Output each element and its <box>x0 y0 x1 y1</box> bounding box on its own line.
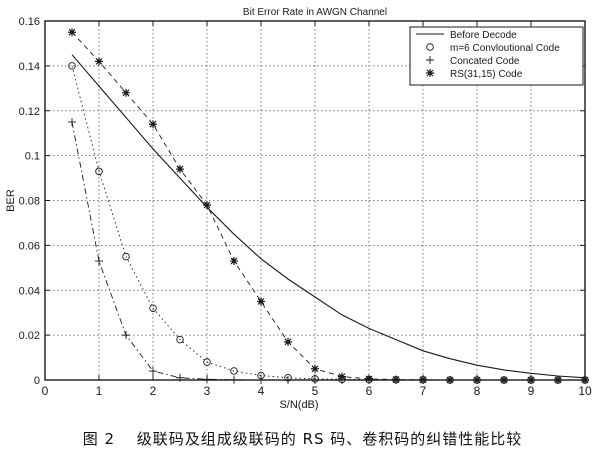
data-point-rs-31-15-code-core <box>421 377 425 382</box>
data-point-concated-code <box>257 376 265 384</box>
data-point-rs-31-15-code-core <box>205 203 209 207</box>
data-point-rs-31-15-code-core <box>124 91 128 95</box>
data-point-concated-code <box>95 257 103 266</box>
data-point-concated-code <box>203 375 211 384</box>
y-tick-label: 0 <box>34 375 40 387</box>
x-tick-label: 8 <box>474 384 481 398</box>
plot-area: 0 1 2 3 4 5 6 7 8 9 10 0 0.02 0.04 0.06 0.08 0.1 0.12 0.14… <box>5 7 592 411</box>
x-tick-label: 4 <box>258 384 265 398</box>
data-point-concated-code <box>230 375 238 384</box>
data-point-concated-code <box>68 117 76 126</box>
legend-label-m-6-convloutional-code: m=6 Convloutional Code <box>450 43 560 54</box>
series-before-decode <box>71 54 586 379</box>
legend-marker-concated-code <box>426 56 434 64</box>
data-point-rs-31-15-code-core <box>502 378 506 382</box>
data-point-rs-31-15-code-core <box>475 378 479 382</box>
legend: Before Decode m=6 Convloutional Code Conca… <box>409 26 584 86</box>
data-point-rs-31-15-code-core <box>340 374 344 379</box>
data-point-rs-31-15-code-core <box>232 259 236 263</box>
data-point-rs-31-15-code-core <box>367 377 371 381</box>
data-point-m-6-convloutional-code <box>95 167 103 176</box>
data-point-concated-code <box>311 376 319 384</box>
legend-label-concated-code: Concated Code <box>450 56 520 67</box>
data-point-m-6-convloutional-code <box>122 252 130 261</box>
y-tick-label: 0.1 <box>25 151 40 163</box>
data-point-rs-31-15-code-core <box>178 167 182 171</box>
data-point-m-6-convloutional-code <box>149 304 157 312</box>
y-tick-label: 0.04 <box>19 285 40 297</box>
x-tick-label: 0 <box>42 384 49 398</box>
x-tick-label: 10 <box>578 384 592 398</box>
data-point-rs-31-15-code-core <box>529 378 533 382</box>
data-point-rs-31-15-code-core <box>583 378 587 382</box>
x-tick-label: 1 <box>96 384 103 398</box>
y-axis-label: BER <box>5 189 17 212</box>
data-point-rs-31-15-code-core <box>313 366 317 371</box>
y-tick-label: 0.14 <box>19 61 40 73</box>
y-tick-label: 0.02 <box>19 330 40 342</box>
series-line-rs-31-15-code <box>71 31 585 381</box>
data-point-rs-31-15-code-core <box>151 122 155 127</box>
y-tick-label: 0.16 <box>19 16 40 28</box>
data-point-m-6-convloutional-code <box>203 358 211 366</box>
data-point-concated-code <box>284 376 292 384</box>
data-point-m-6-convloutional-code <box>176 335 184 344</box>
legend-label-rs-31-15-code: RS(31,15) Code <box>450 69 523 80</box>
x-tick-label: 7 <box>420 384 427 398</box>
x-axis-label: S/N(dB) <box>279 399 318 411</box>
chart-title: Bit Error Rate in AWGN Channel <box>243 7 387 18</box>
legend-box <box>409 26 584 86</box>
data-point-rs-31-15-code-core <box>394 377 398 382</box>
data-point-m-6-convloutional-code <box>68 62 76 70</box>
x-tick-label: 6 <box>366 384 373 398</box>
data-point-concated-code <box>122 331 130 340</box>
data-point-rs-31-15-code-core <box>448 378 452 382</box>
data-point-concated-code <box>149 367 157 376</box>
legend-marker-rs-31-15-code-core <box>428 71 432 75</box>
legend-marker-m-6-convloutional-code <box>426 43 434 51</box>
data-point-rs-31-15-code-core <box>97 59 101 64</box>
data-point-rs-31-15-code-core <box>70 30 74 35</box>
y-tick-label: 0.08 <box>19 196 40 208</box>
x-tick-label: 3 <box>204 384 211 398</box>
y-tick-label: 0.12 <box>19 106 40 118</box>
x-tick-label: 9 <box>528 384 535 398</box>
data-point-rs-31-15-code-core <box>259 299 263 304</box>
y-tick-label: 0.06 <box>19 240 40 252</box>
x-tick-label: 2 <box>150 384 157 398</box>
data-point-rs-31-15-code-core <box>286 340 290 344</box>
series-rs-31-15-code <box>68 28 589 384</box>
figure-caption: 图 2 级联码及组成级联码的 RS 码、卷积码的纠错性能比较 <box>82 430 523 448</box>
legend-label-before-decode: Before Decode <box>450 30 517 41</box>
data-point-m-6-convloutional-code <box>230 367 238 375</box>
series-line-before-decode <box>71 54 586 379</box>
data-point-concated-code <box>176 373 184 382</box>
data-point-rs-31-15-code-core <box>556 378 560 382</box>
x-tick-label: 5 <box>312 384 319 398</box>
